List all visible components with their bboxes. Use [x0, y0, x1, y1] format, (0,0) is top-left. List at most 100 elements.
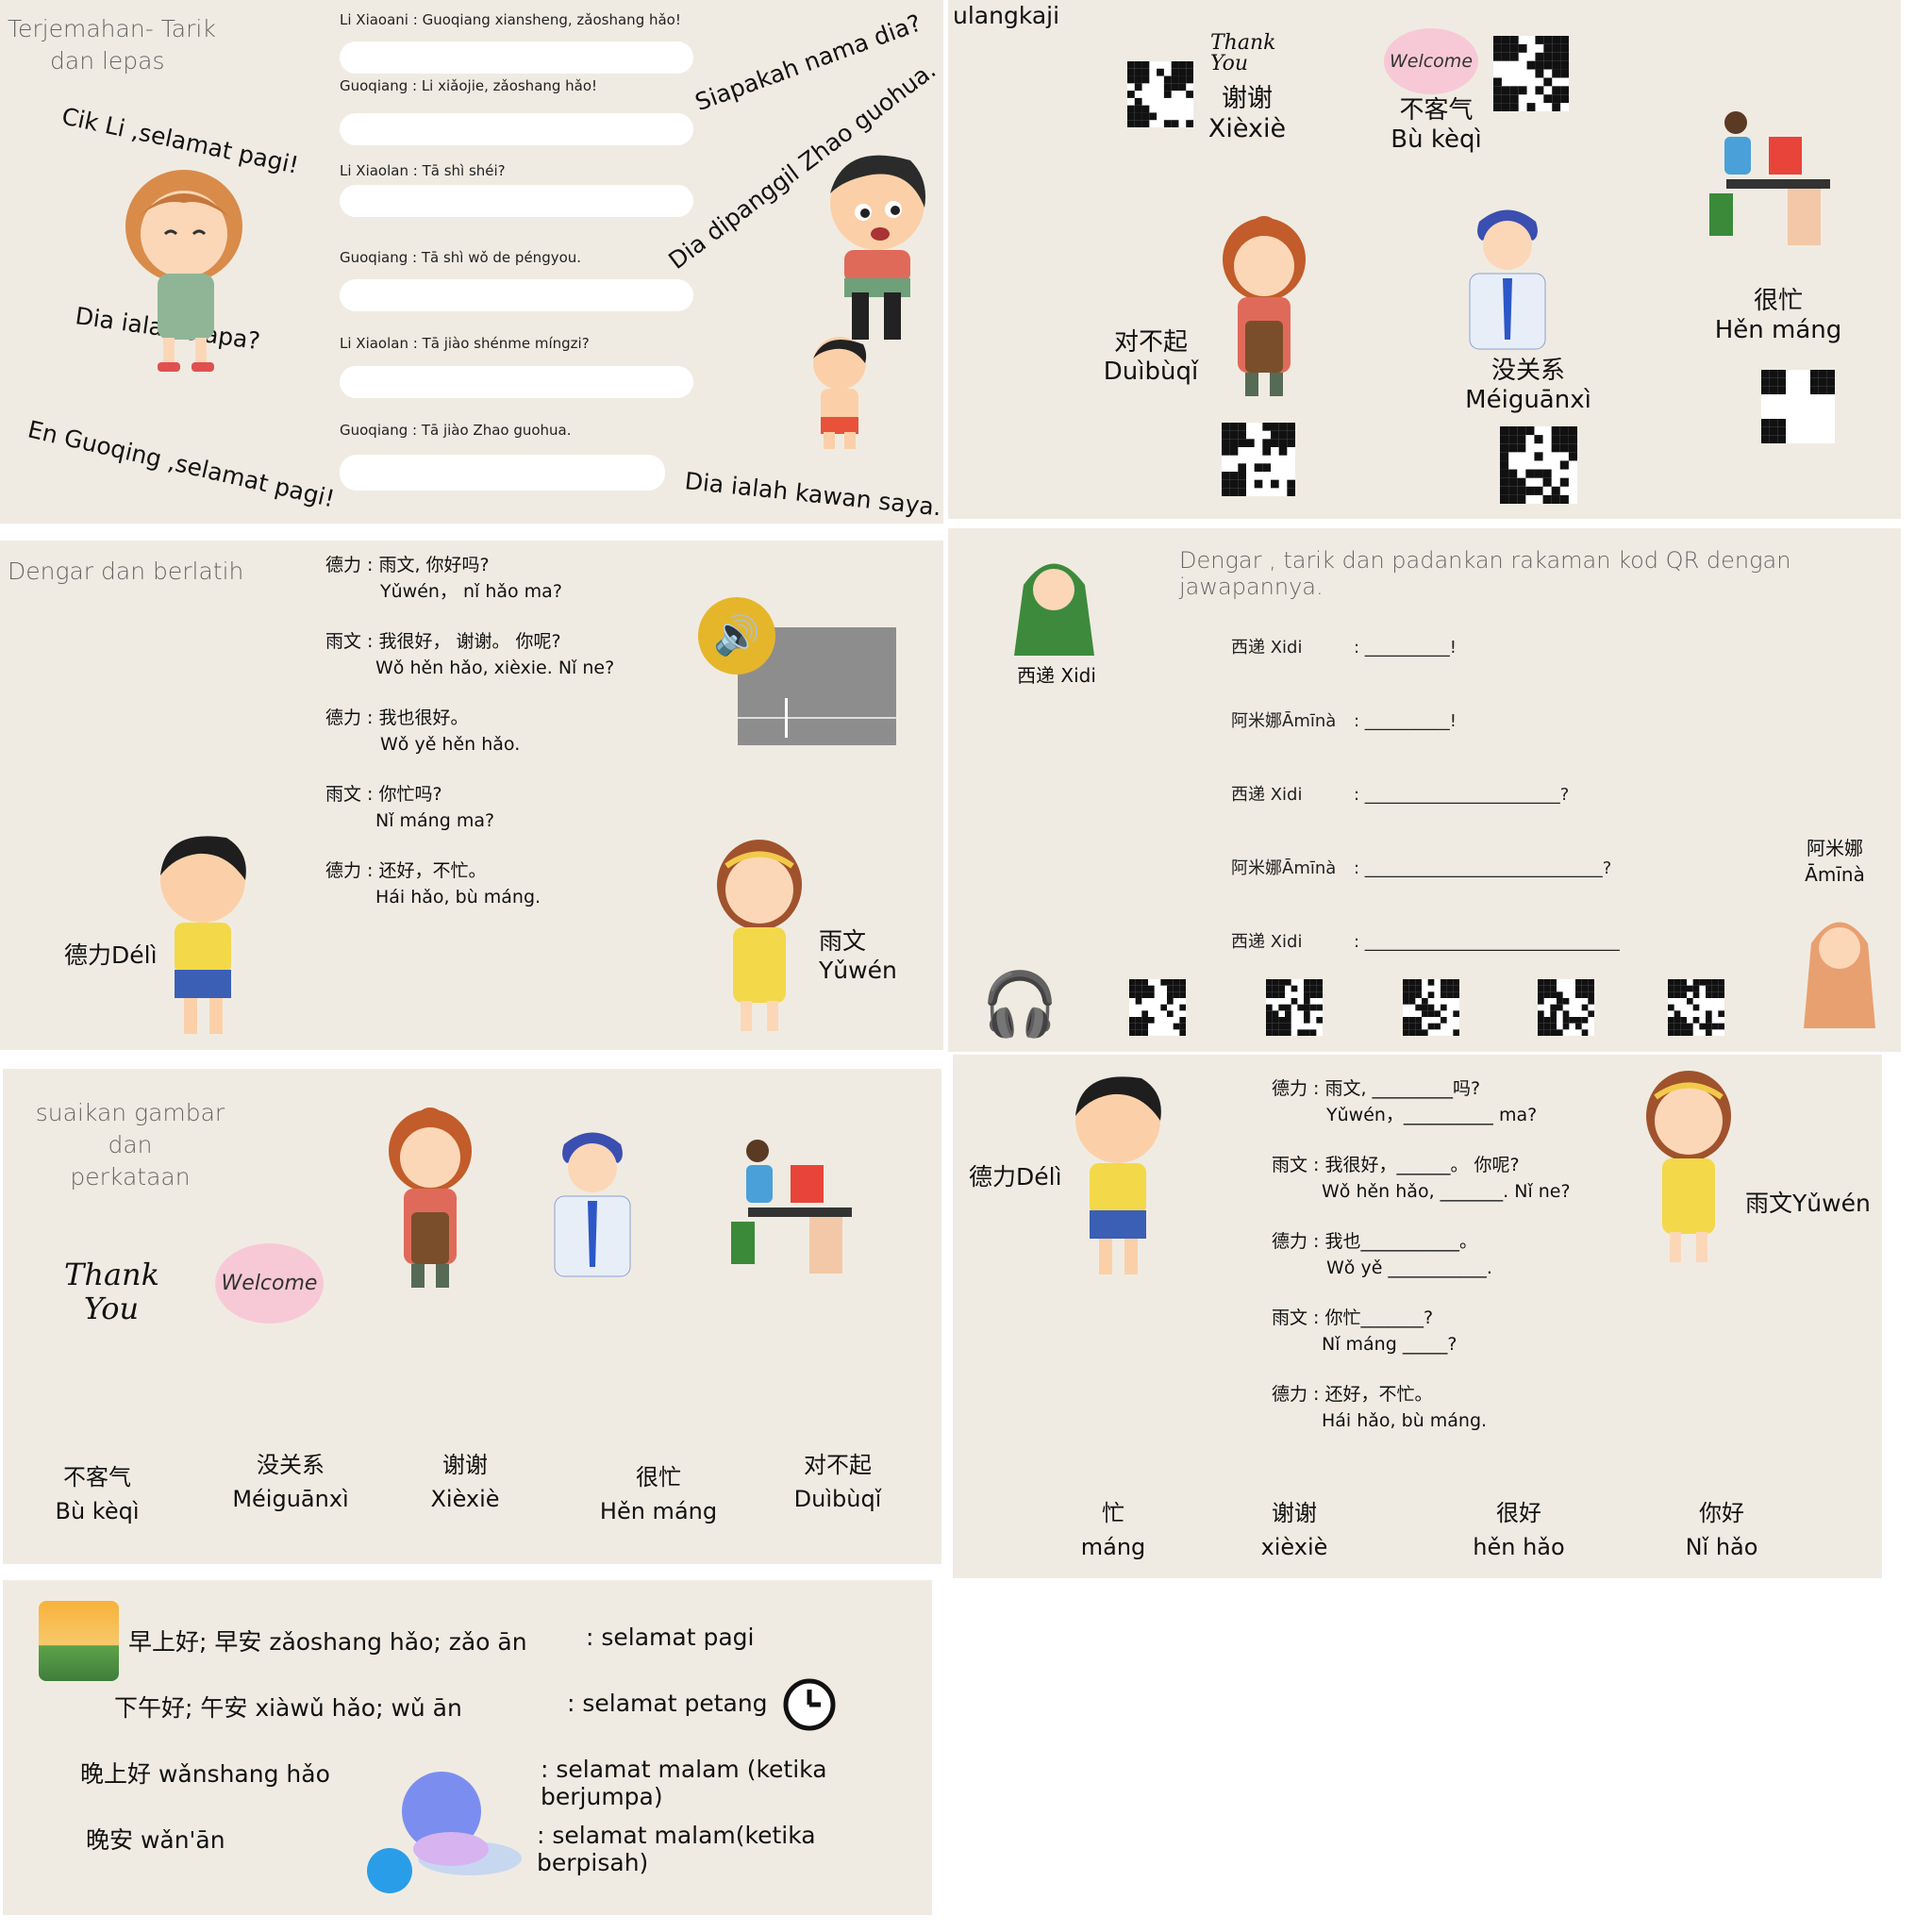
word-pinyin: Méiguānxì	[232, 1486, 349, 1512]
line-pinyin[interactable]: Nǐ máng _____?	[1322, 1334, 1457, 1355]
speaker: Guoqiang	[340, 77, 408, 94]
word-card[interactable]: 你好 Nǐ hǎo	[1651, 1496, 1792, 1564]
drag-label[interactable]: Dia ialah kawan saya.	[683, 467, 943, 522]
greeting-phrase: 早上好; 早安 zǎoshang hǎo; zǎo ān	[128, 1628, 527, 1656]
line-chinese: 德力 : 还好，不忙。	[1272, 1384, 1433, 1405]
word-pinyin: máng	[1080, 1534, 1146, 1560]
sunrise-icon	[39, 1601, 119, 1681]
qr-code-icon[interactable]	[1538, 979, 1594, 1036]
answer-blank[interactable]: : ____________________________?	[1354, 858, 1612, 878]
line-text: : Li xiǎojie, zǎoshang hǎo!	[412, 77, 598, 94]
line-pinyin: Yǔwén， nǐ hǎo ma?	[380, 581, 562, 602]
line-pinyin[interactable]: Yǔwén，__________ ma?	[1326, 1105, 1538, 1125]
busy-desk-worker-image	[1709, 111, 1830, 245]
vocab-item: 很忙 Hěn máng	[1707, 281, 1849, 344]
panel-heading: Dengar , tarik dan padankan rakaman kod …	[1179, 547, 1791, 600]
apologizing-girl-image[interactable]	[383, 1099, 477, 1297]
deli-boy-image	[1075, 1076, 1161, 1274]
word-card[interactable]: 没关系 Méiguānxì	[210, 1448, 371, 1516]
qr-code-icon[interactable]	[1129, 979, 1186, 1036]
qr-code-icon[interactable]	[1493, 36, 1569, 111]
word-card[interactable]: 很忙 Hěn máng	[583, 1460, 734, 1528]
dialog-line: 德力 : 我也___________。 Wǒ yě ___________.	[1272, 1228, 1492, 1281]
vocab-pinyin: Hěn máng	[1714, 316, 1842, 344]
busy-desk-worker-image[interactable]	[720, 1137, 861, 1278]
greeting-phrase: 晚安 wǎn'ān	[86, 1826, 225, 1854]
word-chinese: 很忙	[636, 1464, 681, 1491]
heading-line: Terjemahan- Tarik	[8, 15, 216, 42]
qr-code-icon[interactable]	[1761, 370, 1835, 443]
line-pinyin: Hái hǎo, bù máng.	[1322, 1410, 1488, 1431]
drop-zone[interactable]	[340, 185, 693, 217]
qr-code-icon[interactable]	[1266, 979, 1323, 1036]
panel-listen-drag-match: Dengar , tarik dan padankan rakaman kod …	[948, 528, 1901, 1052]
thank-you-image[interactable]: Thank You	[64, 1257, 160, 1326]
greeting-meaning: : selamat malam(ketika berpisah)	[537, 1822, 816, 1876]
drag-label[interactable]: En Guoqing ,selamat pagi!	[25, 415, 338, 513]
dialog-line: 德力 : 我也很好。 Wǒ yě hěn hǎo.	[325, 705, 520, 758]
word-card[interactable]: 很好 hěn hǎo	[1448, 1496, 1590, 1564]
audio-playhead[interactable]	[785, 698, 788, 738]
line-pinyin[interactable]: Wǒ yě ___________.	[1326, 1257, 1492, 1278]
line-chinese: 雨文 : 我很好， 谢谢。 你呢?	[325, 631, 561, 652]
panel-review: ulangkaji Thank You 谢谢 Xièxiè Welcome 不客…	[948, 0, 1901, 519]
dialog-line: 雨文 : 我很好， 谢谢。 你呢? Wǒ hěn hǎo, xièxie. Nǐ …	[325, 628, 614, 681]
vocab-item: 没关系 Méiguānxì	[1457, 351, 1599, 414]
girl-character-image	[125, 170, 242, 372]
line-pinyin[interactable]: Wǒ hěn hǎo, _______. Nǐ ne?	[1322, 1181, 1571, 1202]
panel-listen-practice: Dengar dan berlatih 德力 : 雨文, 你好吗? Yǔwén， …	[0, 541, 943, 1050]
word-card[interactable]: 对不起 Duìbùqǐ	[767, 1448, 908, 1516]
qr-code-icon[interactable]	[1222, 423, 1295, 496]
qr-code-icon[interactable]	[1500, 426, 1577, 504]
qr-code-icon[interactable]	[1403, 979, 1459, 1036]
line-text: : Tā jiào shénme míngzi?	[412, 335, 590, 352]
speaker: 阿米娜Āmīnà	[1231, 711, 1337, 731]
dialog-line: Guoqiang : Tā shì wǒ de péngyou.	[340, 249, 581, 266]
drop-zone[interactable]	[340, 366, 693, 398]
drop-zone[interactable]	[340, 455, 665, 491]
word-card[interactable]: 不客气 Bù kèqì	[26, 1460, 168, 1528]
speaker: Guoqiang	[340, 249, 408, 266]
speaker: 阿米娜Āmīnà	[1231, 858, 1337, 878]
vocab-pinyin: Duìbùqǐ	[1103, 358, 1199, 386]
word-pinyin: xièxiè	[1260, 1534, 1328, 1560]
speaker: Li Xiaolan	[340, 335, 408, 352]
answer-blank[interactable]: : __________!	[1354, 638, 1457, 658]
word-chinese: 你好	[1699, 1500, 1744, 1526]
vocab-item: 对不起 Duìbùqǐ	[1094, 323, 1208, 386]
character-name: 德力Délì	[64, 941, 158, 969]
greeting-meaning: : selamat petang	[567, 1690, 768, 1717]
line-chinese: 德力 : 还好，不忙。	[325, 860, 487, 881]
answer-blank[interactable]: : _______________________?	[1354, 785, 1570, 805]
headphones-icon: 🎧	[981, 968, 1059, 1041]
line-pinyin: Hái hǎo, bù máng.	[375, 887, 541, 908]
speaker: 西递 Xidi	[1231, 932, 1303, 952]
drop-zone[interactable]	[340, 279, 693, 311]
welcome-image[interactable]: Welcome	[215, 1243, 324, 1324]
word-card[interactable]: 谢谢 Xièxiè	[399, 1448, 531, 1516]
word-pinyin: Hěn máng	[599, 1498, 718, 1524]
qr-code-icon[interactable]	[1668, 979, 1724, 1036]
answer-blank[interactable]: : ______________________________	[1354, 932, 1620, 952]
panel-greetings: 早上好; 早安 zǎoshang hǎo; zǎo ān : selamat p…	[3, 1580, 932, 1915]
line-chinese[interactable]: 雨文 : 我很好，______。 你呢?	[1272, 1155, 1520, 1175]
speaker: 西递 Xidi	[1231, 638, 1303, 658]
drop-zone[interactable]	[340, 113, 693, 145]
speaker-icon[interactable]: 🔊	[698, 597, 775, 675]
word-chinese: 没关系	[257, 1452, 325, 1478]
word-pinyin: Xièxiè	[430, 1486, 500, 1512]
word-card[interactable]: 忙 máng	[1047, 1496, 1179, 1564]
dialog-line: Guoqiang : Tā jiào Zhao guohua.	[340, 422, 572, 439]
word-card[interactable]: 谢谢 xièxiè	[1228, 1496, 1360, 1564]
greeting-meaning: : selamat malam (ketika berjumpa)	[541, 1756, 827, 1810]
sleeping-cat-moon-image	[367, 1772, 522, 1893]
heading-line: perkataan	[70, 1163, 191, 1191]
name-pinyin: Āmīnà	[1805, 863, 1865, 886]
qr-code-icon[interactable]	[1127, 61, 1193, 127]
small-boy-character-image	[813, 337, 867, 449]
line-chinese[interactable]: 雨文 : 你忙_______?	[1272, 1307, 1434, 1328]
drop-zone[interactable]	[340, 42, 693, 74]
ok-gesture-man-image[interactable]	[522, 1125, 663, 1286]
answer-blank[interactable]: : __________!	[1354, 711, 1457, 731]
line-chinese[interactable]: 德力 : 我也___________。	[1272, 1231, 1477, 1252]
